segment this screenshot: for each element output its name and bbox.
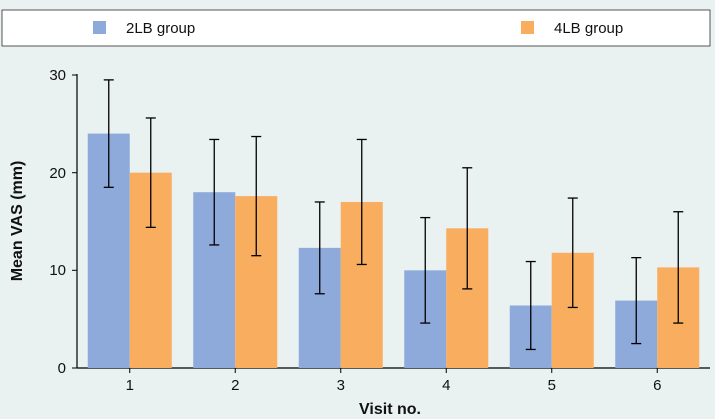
y-tick-label: 20 bbox=[49, 165, 66, 182]
legend-swatch-2lb bbox=[93, 21, 106, 34]
x-tick-label: 2 bbox=[231, 377, 239, 394]
legend-label-2lb: 2LB group bbox=[126, 20, 195, 37]
legend-label-4lb: 4LB group bbox=[554, 20, 623, 37]
legend-box bbox=[1, 9, 711, 47]
y-axis-title: Mean VAS (mm) bbox=[9, 161, 26, 282]
x-tick-label: 3 bbox=[337, 377, 345, 394]
y-tick-label: 0 bbox=[58, 360, 66, 377]
error-bars-layer bbox=[103, 79, 684, 351]
x-tick-label: 4 bbox=[442, 377, 450, 394]
legend-swatch-4lb bbox=[521, 21, 534, 34]
y-ticks: 0 10 20 30 bbox=[49, 67, 77, 377]
x-axis-title: Visit no. bbox=[359, 401, 421, 418]
x-tick-label: 6 bbox=[653, 377, 661, 394]
x-ticks: 1 2 3 4 5 6 bbox=[126, 368, 661, 394]
y-tick-label: 30 bbox=[49, 67, 66, 84]
y-tick-label: 10 bbox=[49, 262, 66, 279]
x-tick-label: 5 bbox=[548, 377, 556, 394]
x-tick-label: 1 bbox=[126, 377, 134, 394]
legend: 2LB group 4LB group bbox=[1, 9, 711, 47]
